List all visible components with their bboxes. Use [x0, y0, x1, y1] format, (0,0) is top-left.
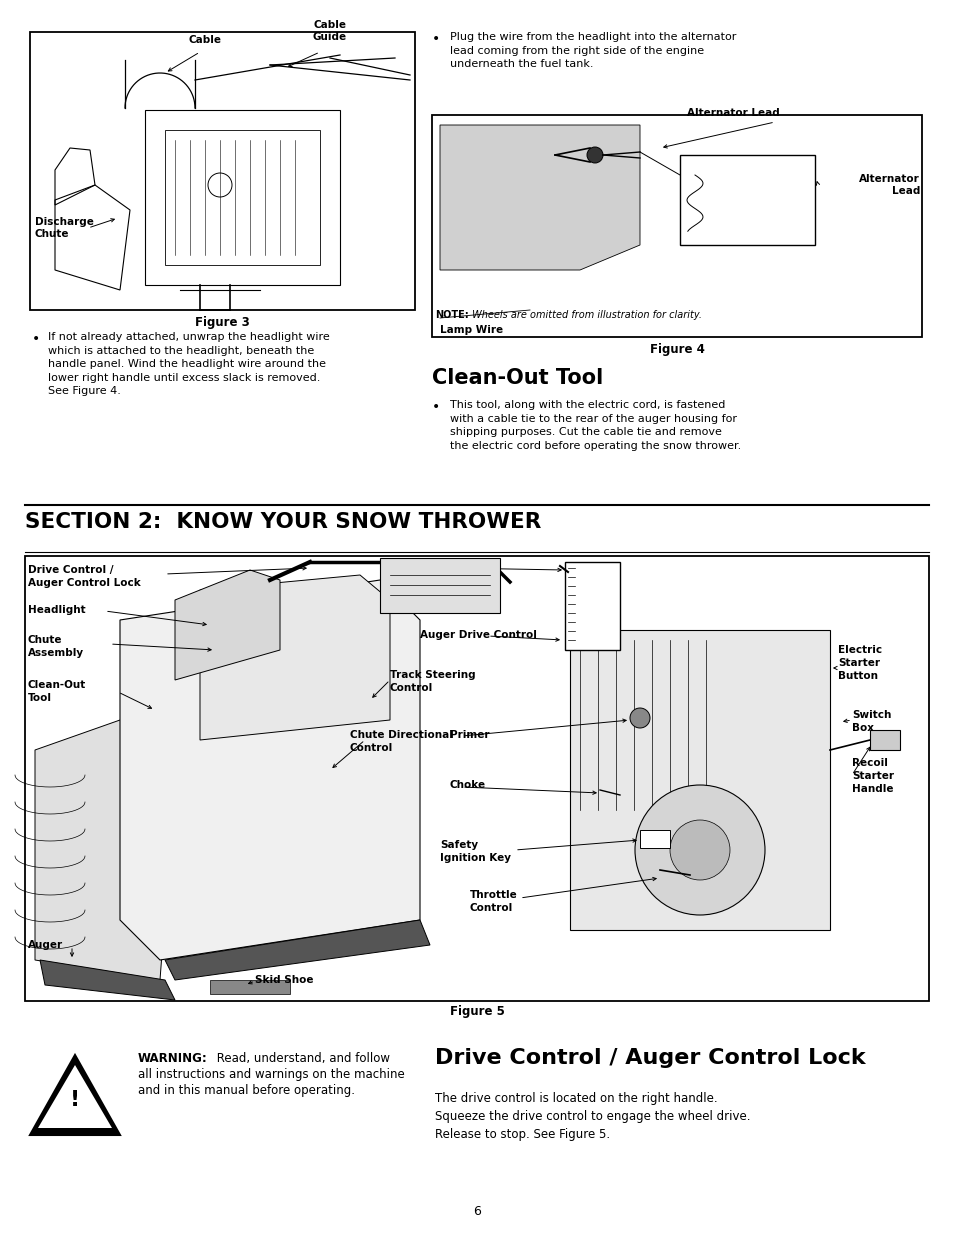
Text: Read, understand, and follow: Read, understand, and follow [213, 1052, 390, 1065]
Polygon shape [120, 580, 419, 960]
Text: Starter: Starter [837, 658, 879, 668]
Text: Drive Control /: Drive Control / [28, 564, 113, 576]
Text: •: • [432, 32, 439, 46]
Bar [869, 730, 899, 750]
Bar [564, 562, 619, 650]
Text: all instructions and warnings on the machine: all instructions and warnings on the mac… [138, 1068, 404, 1081]
Text: Control: Control [350, 743, 393, 753]
Text: Ignition Key: Ignition Key [439, 853, 511, 863]
Text: 4: 4 [576, 584, 578, 589]
Text: This tool, along with the electric cord, is fastened
with a cable tie to the rea: This tool, along with the electric cord,… [450, 400, 740, 451]
Text: and in this manual before operating.: and in this manual before operating. [138, 1084, 355, 1097]
Bar [210, 981, 290, 994]
Polygon shape [200, 576, 390, 740]
Text: Cable: Cable [189, 35, 221, 44]
Text: Auger: Auger [28, 940, 63, 950]
Polygon shape [38, 1065, 112, 1128]
Bar [165, 130, 319, 266]
Text: Discharge
Chute: Discharge Chute [35, 217, 93, 240]
Text: Primer: Primer [450, 730, 489, 740]
Text: Choke: Choke [450, 781, 486, 790]
Text: Drive Control / Auger Control Lock: Drive Control / Auger Control Lock [435, 1049, 864, 1068]
Text: WARNING:: WARNING: [138, 1052, 208, 1065]
Text: Alternator Lead: Alternator Lead [686, 107, 780, 119]
Text: Auger Control Lock: Auger Control Lock [28, 578, 141, 588]
Text: F: F [576, 611, 578, 616]
Text: •: • [32, 332, 40, 346]
Text: Control: Control [470, 903, 513, 913]
Text: Handle: Handle [851, 784, 893, 794]
Text: R2: R2 [576, 638, 582, 643]
Text: Button: Button [837, 671, 877, 680]
Text: Control: Control [390, 683, 433, 693]
Polygon shape [40, 960, 174, 1000]
Circle shape [669, 820, 729, 881]
Text: Starter: Starter [851, 771, 893, 781]
Text: Clean-Out: Clean-Out [28, 680, 86, 690]
Text: If not already attached, unwrap the headlight wire
which is attached to the head: If not already attached, unwrap the head… [48, 332, 330, 396]
Text: Figure 5: Figure 5 [449, 1005, 504, 1018]
Text: Wheels are omitted from illustration for clarity.: Wheels are omitted from illustration for… [469, 310, 701, 320]
Bar [569, 630, 829, 930]
Circle shape [586, 147, 602, 163]
Text: Box: Box [851, 722, 873, 734]
Text: NOTE:: NOTE: [435, 310, 468, 320]
Text: !: ! [70, 1091, 80, 1110]
Text: Chute Directional: Chute Directional [350, 730, 453, 740]
Text: Figure 4: Figure 4 [649, 343, 703, 356]
Bar [432, 115, 921, 337]
Text: Control: Control [415, 603, 457, 613]
Polygon shape [35, 720, 174, 981]
Text: Cable
Guide: Cable Guide [313, 20, 347, 42]
Bar [379, 558, 499, 613]
Text: Clean-Out Tool: Clean-Out Tool [432, 368, 602, 388]
Text: Auger Drive Control: Auger Drive Control [419, 630, 537, 640]
Circle shape [635, 785, 764, 915]
Text: Chute Tilt: Chute Tilt [415, 590, 472, 600]
Text: Alternator
Lead: Alternator Lead [859, 174, 919, 196]
Text: Assembly: Assembly [28, 648, 84, 658]
Bar [145, 110, 339, 285]
Text: Electric: Electric [837, 645, 882, 655]
Text: Chute: Chute [28, 635, 63, 645]
Polygon shape [439, 125, 639, 270]
Text: SECTION 2:  KNOW YOUR SNOW THROWER: SECTION 2: KNOW YOUR SNOW THROWER [25, 513, 540, 532]
Text: Track Steering: Track Steering [390, 671, 476, 680]
Text: 3: 3 [576, 594, 578, 599]
Text: 1: 1 [576, 620, 578, 625]
Text: Shift Lever: Shift Lever [405, 563, 469, 573]
Bar [30, 32, 415, 310]
Polygon shape [165, 920, 430, 981]
Bar [679, 156, 814, 245]
Text: Tool: Tool [28, 693, 52, 703]
Text: Throttle: Throttle [470, 890, 517, 900]
Circle shape [629, 708, 649, 727]
Text: 5: 5 [576, 576, 578, 580]
Text: 6: 6 [576, 567, 578, 572]
Text: Recoil: Recoil [851, 758, 887, 768]
Polygon shape [174, 571, 280, 680]
Bar [25, 556, 928, 1002]
Text: Lamp Wire: Lamp Wire [439, 325, 502, 335]
Text: The drive control is located on the right handle.
Squeeze the drive control to e: The drive control is located on the righ… [435, 1092, 750, 1141]
Text: Headlight: Headlight [28, 605, 86, 615]
Text: 2: 2 [576, 603, 578, 608]
Bar [639, 830, 669, 848]
Polygon shape [30, 1055, 120, 1135]
Text: Switch: Switch [851, 710, 890, 720]
Text: Skid Shoe: Skid Shoe [254, 974, 314, 986]
Text: Safety: Safety [439, 840, 477, 850]
Text: •: • [432, 400, 439, 414]
Text: R1: R1 [576, 630, 582, 635]
Text: Figure 3: Figure 3 [194, 316, 249, 329]
Text: Plug the wire from the headlight into the alternator
lead coming from the right : Plug the wire from the headlight into th… [450, 32, 736, 69]
Text: 6: 6 [473, 1205, 480, 1218]
